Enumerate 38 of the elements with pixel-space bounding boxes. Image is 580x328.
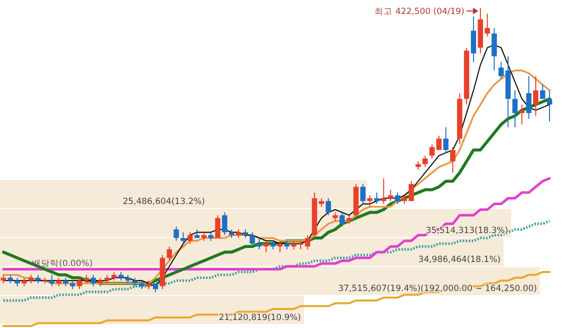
candlestick: [174, 226, 179, 242]
data-label: 34,986,464(18.1%): [418, 255, 501, 265]
candlestick: [526, 76, 532, 120]
candlestick: [422, 155, 428, 168]
data-label: 25,486,604(13.2%): [122, 197, 205, 207]
candlestick: [367, 194, 372, 208]
candlestick: [443, 126, 448, 154]
candlestick: [512, 90, 518, 128]
candlestick: [436, 135, 442, 150]
candlestick: [546, 90, 552, 122]
candlestick: [215, 214, 220, 238]
candlestick: [49, 274, 54, 287]
candlestick: [166, 246, 172, 262]
candlestick: [187, 232, 193, 244]
candlestick: [256, 237, 262, 250]
candlestick: [394, 192, 400, 204]
annotation: 최고 422,500 (04/19): [374, 7, 464, 17]
candlestick: [470, 16, 476, 62]
candlestick: [540, 84, 546, 100]
candlestick: [429, 144, 435, 159]
candlestick: [222, 212, 228, 236]
candlestick: [180, 232, 186, 244]
candlestick: [264, 240, 269, 253]
candlestick: [76, 277, 82, 290]
candlestick: [492, 27, 497, 71]
candlestick: [250, 232, 255, 247]
candlestick: [381, 178, 386, 204]
candlestick: [326, 198, 331, 216]
annotation: 배당락(0.00%): [32, 259, 93, 269]
candlestick: [340, 212, 345, 228]
candlestick: [533, 76, 538, 116]
candlestick: [374, 192, 380, 204]
candlestick: [277, 240, 283, 253]
candlestick: [519, 104, 525, 125]
candlestick: [450, 146, 456, 174]
data-label: 21,120,819(10.9%): [218, 313, 302, 323]
candlestick: [360, 184, 366, 204]
candlestick: [90, 274, 96, 287]
